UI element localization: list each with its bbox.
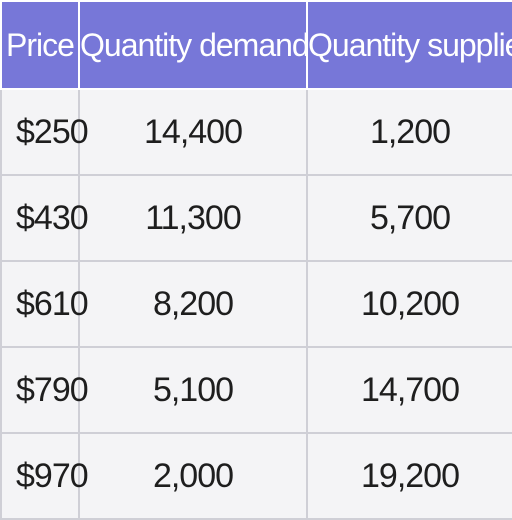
quantity-supplied-cell: 19,200 (306, 432, 512, 520)
quantity-supplied-cell: 14,700 (306, 346, 512, 434)
price-cell: $970 (0, 432, 89, 520)
table-row: $250 14,400 1,200 (0, 88, 512, 176)
price-cell: $610 (0, 260, 89, 348)
table-row: $790 5,100 14,700 (0, 346, 512, 434)
header-row: Price Quantity demanded Quantity supplie… (0, 0, 512, 90)
quantity-supplied-cell: 10,200 (306, 260, 512, 348)
quantity-demanded-cell: 14,400 (78, 88, 308, 176)
price-cell: $250 (0, 88, 89, 176)
header-quantity-supplied: Quantity supplied (306, 0, 512, 90)
quantity-supplied-cell: 5,700 (306, 174, 512, 262)
table-row: $430 11,300 5,700 (0, 174, 512, 262)
quantity-supplied-cell: 1,200 (306, 88, 512, 176)
quantity-demanded-cell: 11,300 (78, 174, 308, 262)
header-quantity-demanded: Quantity demanded (78, 0, 308, 90)
price-cell: $430 (0, 174, 89, 262)
price-cell: $790 (0, 346, 89, 434)
quantity-demanded-cell: 8,200 (78, 260, 308, 348)
table-row: $610 8,200 10,200 (0, 260, 512, 348)
table-row: $970 2,000 19,200 (0, 432, 512, 520)
quantity-demanded-cell: 2,000 (78, 432, 308, 520)
quantity-demanded-cell: 5,100 (78, 346, 308, 434)
header-price: Price (0, 0, 80, 90)
